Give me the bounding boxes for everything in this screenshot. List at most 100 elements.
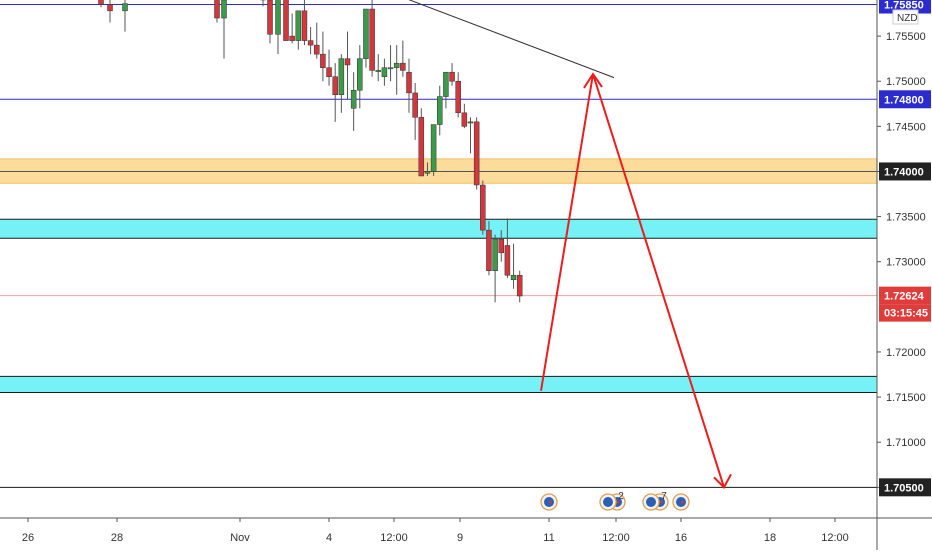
- candle: [387, 45, 394, 82]
- candle-body-down: [400, 62, 406, 71]
- candle: [400, 40, 406, 77]
- y-tick-label: 1.73000: [886, 257, 926, 269]
- y-tick-label: 1.73500: [886, 212, 926, 224]
- trendline[interactable]: [405, 0, 615, 79]
- candle-body-down: [320, 53, 326, 68]
- candle-body-down: [98, 0, 104, 5]
- price-label-bottom-level: 1.70500: [879, 478, 931, 497]
- candle: [267, 0, 273, 44]
- candle-body-up: [510, 274, 517, 281]
- economic-event[interactable]: [540, 493, 558, 511]
- price-label-text: 1.74000: [884, 166, 924, 178]
- candle-body-up: [393, 62, 400, 68]
- economic-event[interactable]: 2: [599, 491, 626, 511]
- candle: [275, 0, 281, 55]
- flag-disc: [676, 497, 686, 507]
- candle-body-down: [301, 10, 308, 41]
- flag-star: [617, 500, 620, 504]
- candle: [412, 83, 418, 140]
- candle: [430, 124, 437, 176]
- candle-body-up: [424, 171, 431, 174]
- candle: [473, 117, 480, 190]
- x-tick-label: 26: [22, 532, 34, 544]
- candle: [504, 218, 511, 278]
- candle-body-down: [480, 184, 486, 231]
- x-tick-label: Nov: [230, 532, 250, 544]
- economic-event[interactable]: [672, 493, 690, 511]
- candle: [375, 54, 381, 82]
- candle-body-down: [461, 112, 468, 127]
- levels-layer: [0, 4, 877, 488]
- candle-body-down: [473, 121, 480, 186]
- countdown-text: 03:15:45: [884, 308, 928, 320]
- candle: [326, 49, 332, 86]
- candle: [338, 54, 345, 113]
- candle-body-up: [295, 10, 302, 41]
- candle: [314, 22, 320, 59]
- economic-event[interactable]: 7: [642, 491, 669, 511]
- currency-label: NZD: [892, 9, 919, 25]
- candle: [350, 72, 357, 131]
- support-zone-upper[interactable]: [0, 219, 877, 239]
- candle: [381, 58, 388, 86]
- candle-body-down: [289, 35, 295, 41]
- candle: [332, 63, 338, 122]
- candle-body-down: [516, 274, 523, 297]
- candle-body-up: [275, 0, 281, 35]
- candle: [344, 31, 351, 100]
- candle: [369, 0, 375, 77]
- candle: [498, 230, 504, 262]
- candles-layer: [98, 0, 523, 303]
- zones-layer: [0, 158, 877, 394]
- flag-star: [549, 500, 552, 504]
- y-tick-label: 1.71500: [886, 392, 926, 404]
- y-tick-label: 1.75000: [886, 76, 926, 88]
- candle: [486, 221, 492, 276]
- candle-body-down: [283, 0, 289, 41]
- candle: [214, 0, 220, 23]
- candle-body-down: [369, 8, 375, 71]
- candle-body-up: [492, 238, 498, 271]
- candle-body-down: [406, 71, 412, 94]
- arrowhead-down: [713, 473, 732, 489]
- flag-star: [681, 500, 684, 504]
- price-label-text: 1.72624: [884, 291, 925, 303]
- x-tick-label: 28: [111, 532, 123, 544]
- candle-body-down: [267, 0, 273, 35]
- y-tick-label: 1.74500: [886, 121, 926, 133]
- candle-body-down: [504, 245, 511, 276]
- candle-body-up: [363, 8, 369, 59]
- candle: [221, 0, 227, 59]
- candle: [393, 45, 400, 95]
- currency-label-text: NZD: [897, 13, 918, 24]
- candle: [510, 243, 517, 289]
- candle-body-up: [430, 124, 437, 172]
- candle-body-down: [455, 80, 461, 114]
- candle-body-up: [357, 58, 363, 91]
- price-label-bg: [879, 286, 931, 305]
- projection-path[interactable]: [540, 73, 725, 488]
- candle-body-down: [486, 229, 492, 271]
- candle-body-up: [467, 121, 474, 124]
- price-label-text: 1.75850: [884, 0, 924, 12]
- event-count: 7: [661, 491, 667, 502]
- y-tick-label: 1.75500: [886, 31, 926, 43]
- candle-body-down: [307, 40, 314, 46]
- candle: [307, 27, 314, 55]
- candle-body-down: [418, 117, 425, 177]
- candle-body-down: [412, 92, 418, 118]
- candle-body-up: [443, 71, 449, 97]
- candle-body-down: [314, 44, 320, 55]
- candle: [357, 45, 363, 109]
- candle-body-up: [221, 0, 227, 19]
- x-tick-label: 4: [326, 532, 332, 544]
- support-zone-lower[interactable]: [0, 376, 877, 393]
- price-label-bg: [879, 478, 931, 497]
- event-count: 2: [618, 491, 624, 502]
- flag-disc: [603, 497, 613, 507]
- candle: [437, 85, 443, 136]
- candle: [363, 8, 369, 68]
